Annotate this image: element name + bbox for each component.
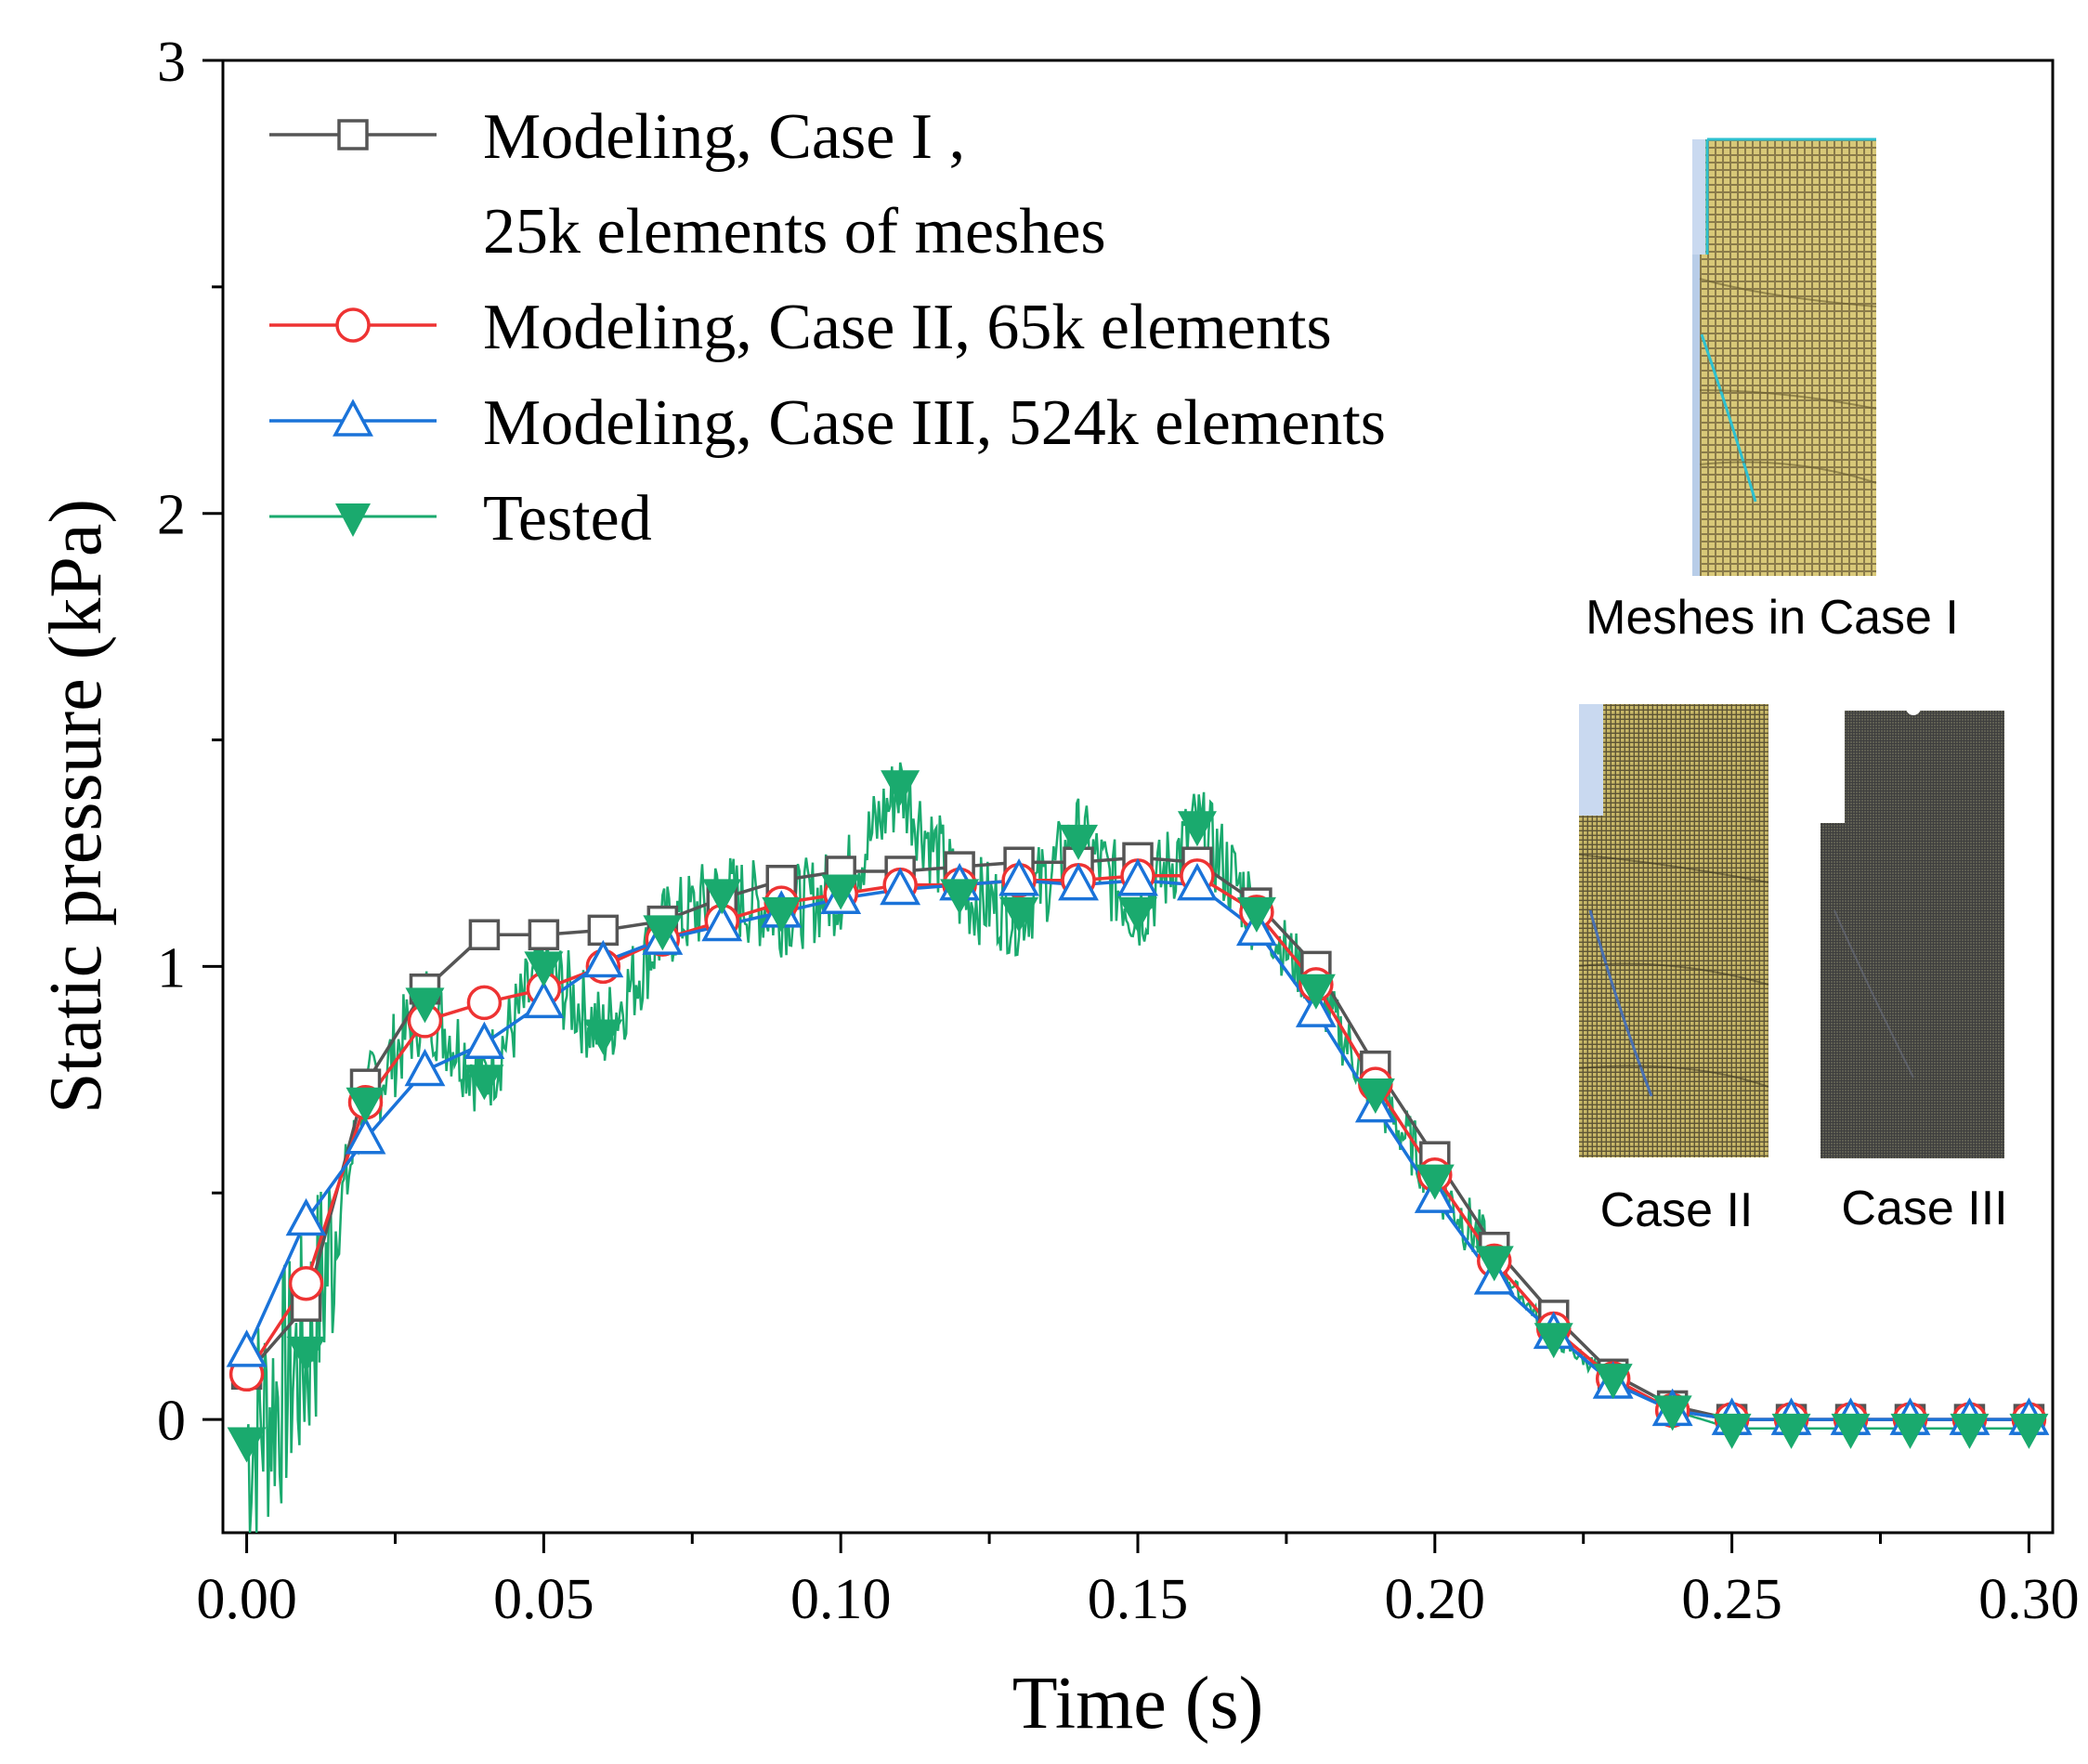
y-axis-title: Static pressure (kPa) (35, 499, 117, 1114)
x-tick-label: 0.30 (1978, 1568, 2080, 1631)
marker-case-iii (1058, 862, 1099, 901)
marker-tested (762, 896, 802, 933)
marker-case-iii (1177, 862, 1218, 901)
x-tick-label: 0.25 (1681, 1568, 1782, 1631)
marker-tested (999, 896, 1039, 933)
mesh-inset-case-i (1692, 137, 1877, 576)
legend-item-case-iii: Modeling, Case III, 524k elements (269, 387, 1386, 459)
marker-case-iii (463, 1021, 505, 1060)
marker-tested (583, 1019, 623, 1055)
mesh-inset-case-iii (1820, 700, 2004, 1158)
marker-tested (1771, 1413, 1811, 1449)
marker-tested (1415, 1164, 1455, 1200)
x-tick-label: 0.00 (196, 1568, 297, 1631)
legend-label-case-ii: Modeling, Case II, 65k elements (483, 292, 1332, 363)
x-tick-label: 0.20 (1385, 1568, 1486, 1631)
marker-case-iii (582, 939, 624, 978)
legend-label-case-i: Modeling, Case I , (483, 101, 965, 173)
marker-tested (227, 1427, 267, 1463)
legend-item-case-ii: Modeling, Case II, 65k elements (269, 292, 1332, 363)
marker-tested (1059, 824, 1099, 860)
marker-case-ii (288, 1266, 324, 1301)
y-tick-label: 3 (157, 31, 186, 94)
legend-item-case-i: Modeling, Case I , 25k elements of meshe… (269, 101, 1106, 268)
marker-case-iii (226, 1329, 268, 1367)
marker-tested (1831, 1413, 1871, 1449)
marker-tested (881, 770, 920, 806)
marker-tested (1712, 1413, 1752, 1449)
marker-tested (1652, 1395, 1692, 1431)
marker-case-i (468, 919, 501, 950)
series-layer (226, 762, 2050, 1534)
marker-tested (1118, 896, 1157, 933)
marker-tested (1593, 1364, 1633, 1400)
x-axis-title: Time (s) (1012, 1663, 1263, 1744)
marker-tested (940, 879, 980, 915)
legend-marker-case-ii (335, 307, 371, 343)
legend-item-tested: Tested (269, 483, 652, 555)
marker-tested (1355, 1078, 1395, 1114)
x-tick-label: 0.10 (790, 1568, 892, 1631)
marker-tested (1296, 973, 1336, 1010)
legend-marker-tested (335, 503, 371, 537)
x-tick-label: 0.05 (493, 1568, 594, 1631)
legend-label-case-i-line2: 25k elements of meshes (483, 196, 1106, 268)
mesh-inset-case-ii (1578, 704, 1769, 1157)
marker-tested (643, 915, 683, 951)
marker-tested (702, 879, 742, 915)
legend: Modeling, Case I , 25k elements of meshe… (269, 101, 1386, 555)
marker-case-iii (285, 1197, 327, 1236)
annotation-meshes-case-i: Meshes in Case I (1586, 591, 1959, 645)
y-tick-label: 0 (157, 1390, 186, 1453)
marker-tested (405, 987, 445, 1024)
marker-case-ii (466, 985, 502, 1021)
annotation-case-ii: Case II (1600, 1183, 1754, 1237)
axis-ticks (202, 59, 2030, 1553)
marker-tested (1236, 896, 1276, 933)
marker-tested (2009, 1413, 2049, 1449)
tick-labels: 0.00 0.05 0.10 0.15 0.20 0.25 0.30 0 1 2 3 (157, 31, 2080, 1631)
marker-tested (286, 1336, 326, 1372)
legend-label-tested: Tested (483, 483, 652, 555)
y-tick-label: 2 (157, 484, 186, 547)
marker-tested (1177, 811, 1217, 847)
y-tick-label: 1 (157, 936, 186, 1000)
marker-case-iii (523, 980, 565, 1019)
marker-case-iii (880, 867, 921, 906)
marker-tested (821, 874, 861, 910)
legend-marker-case-iii (333, 399, 373, 437)
annotation-case-iii: Case III (1841, 1182, 2007, 1235)
marker-case-i (528, 919, 560, 950)
marker-tested (464, 1065, 504, 1101)
marker-tested (1474, 1246, 1514, 1282)
marker-case-iii (998, 858, 1040, 896)
legend-label-case-iii: Modeling, Case III, 524k elements (483, 387, 1386, 459)
marker-tested (346, 1087, 385, 1123)
legend-marker-case-i (337, 119, 369, 150)
marker-case-iii (345, 1117, 386, 1155)
marker-tested (1890, 1413, 1930, 1449)
marker-tested (524, 951, 564, 987)
marker-tested (1533, 1323, 1573, 1359)
marker-case-iii (404, 1048, 446, 1087)
marker-case-iii (701, 903, 743, 942)
marker-case-iii (1117, 858, 1158, 896)
marker-tested (1950, 1413, 1990, 1449)
x-tick-label: 0.15 (1088, 1568, 1189, 1631)
